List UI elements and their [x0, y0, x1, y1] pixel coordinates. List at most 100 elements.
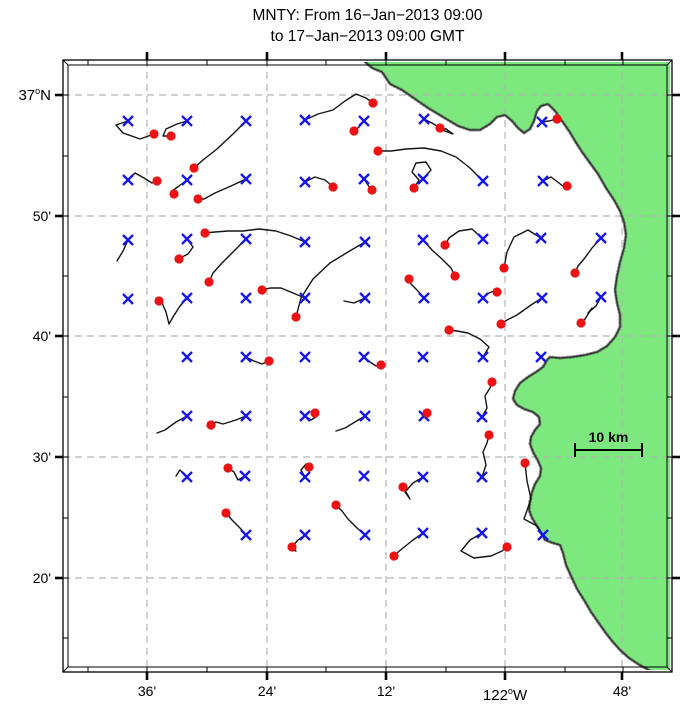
start-marker-x	[122, 174, 134, 186]
start-marker-x	[359, 236, 371, 248]
end-marker-dot	[257, 285, 267, 295]
end-marker-dot	[435, 123, 445, 133]
drifter-track	[444, 228, 484, 246]
start-marker-x	[476, 411, 488, 423]
drifter-track	[304, 93, 374, 121]
start-marker-x	[299, 292, 311, 304]
x-tick-label: 24'	[258, 683, 276, 699]
drifter-track	[193, 120, 247, 169]
end-marker-dot	[166, 131, 176, 141]
start-marker-x	[417, 173, 429, 185]
start-marker-x	[536, 116, 548, 128]
drifter-track	[116, 239, 129, 262]
end-marker-dot	[304, 462, 314, 472]
end-marker-dot	[552, 114, 562, 124]
drifter-track	[197, 178, 247, 200]
drifter-track	[460, 532, 508, 559]
start-marker-x	[358, 115, 370, 127]
start-marker-x	[358, 173, 370, 185]
drifter-tracks-layer	[115, 93, 602, 559]
start-marker-x	[181, 351, 193, 363]
drifter-track	[574, 237, 602, 274]
x-tick-label: 12'	[377, 683, 395, 699]
start-marker-x	[418, 113, 430, 125]
end-marker-dot	[492, 287, 502, 297]
map-frame	[55, 52, 680, 680]
drifter-track	[448, 329, 490, 358]
frame-corner-bevel	[62, 59, 69, 66]
drifter-track	[377, 147, 484, 182]
x-tick-label: 36'	[138, 683, 156, 699]
end-marker-dot	[440, 240, 450, 250]
end-marker-dot	[376, 360, 386, 370]
drifter-track	[580, 296, 602, 324]
chart-title: MNTY: From 16−Jan−2013 09:00 to 17−Jan−2…	[63, 5, 672, 47]
end-marker-dot	[484, 430, 494, 440]
y-tick-label: 30'	[33, 449, 51, 465]
end-marker-dot	[367, 185, 377, 195]
end-marker-dot	[189, 163, 199, 173]
end-marker-dot	[204, 277, 214, 287]
start-marker-x	[240, 115, 252, 127]
end-marker-dot	[193, 194, 203, 204]
start-marker-x	[122, 115, 134, 127]
x-tick-label: 48'	[613, 683, 631, 699]
end-marker-dot	[422, 408, 432, 418]
start-marker-x	[299, 410, 311, 422]
start-marker-x	[299, 236, 311, 248]
start-marker-x	[240, 292, 252, 304]
start-marker-x	[417, 471, 429, 483]
drifter-track	[261, 287, 306, 299]
y-tick-label: 40'	[33, 328, 51, 344]
end-marker-dot	[174, 254, 184, 264]
frame-corner-bevel	[62, 666, 69, 673]
start-marker-x	[477, 233, 489, 245]
start-marker-x	[595, 232, 607, 244]
end-marker-dot	[349, 126, 359, 136]
start-marker-x	[359, 292, 371, 304]
start-marker-x	[299, 471, 311, 483]
start-marker-x	[358, 351, 370, 363]
end-marker-dot	[206, 420, 216, 430]
grid-layer	[65, 62, 670, 670]
end-marker-dot	[169, 189, 179, 199]
drifter-track	[422, 239, 456, 277]
start-marker-x	[181, 410, 193, 422]
start-marker-x	[536, 292, 548, 304]
end-marker-dot	[373, 146, 383, 156]
end-marker-dot	[450, 271, 460, 281]
end-marker-dot	[149, 129, 159, 139]
drifter-track	[162, 120, 188, 137]
start-marker-x	[358, 470, 370, 482]
start-marker-x	[299, 351, 311, 363]
drifter-track	[481, 381, 493, 418]
land-polygon	[365, 62, 670, 670]
end-marker-dot	[154, 296, 164, 306]
start-marker-x	[535, 232, 547, 244]
end-marker-dot	[570, 268, 580, 278]
end-marker-dot	[331, 500, 341, 510]
axis-labels: 37oN 50' 40' 30' 20' 36' 24' 12' 122oW 48'	[18, 86, 631, 704]
drifter-track	[208, 238, 247, 283]
start-marker-x	[299, 176, 311, 188]
end-marker-dot	[576, 318, 586, 328]
start-marker-x	[595, 291, 607, 303]
start-marker-x	[417, 527, 429, 539]
start-marker-x	[240, 233, 252, 245]
drifter-track	[335, 504, 366, 536]
drifter-track	[402, 476, 424, 500]
coastline-layer	[362, 62, 652, 670]
start-marker-x	[535, 351, 547, 363]
drifter-track	[295, 241, 366, 318]
drifter-track	[343, 297, 366, 304]
start-marker-x	[181, 115, 193, 127]
end-marker-dot	[264, 356, 274, 366]
start-marker-x	[476, 527, 488, 539]
drifter-track	[523, 462, 544, 536]
frame-outer	[62, 59, 673, 673]
end-marker-dot	[328, 182, 338, 192]
scale-bar: 10 km	[574, 429, 643, 457]
end-marker-dot	[404, 274, 414, 284]
start-marker-x	[181, 174, 193, 186]
drifter-track	[481, 434, 490, 478]
